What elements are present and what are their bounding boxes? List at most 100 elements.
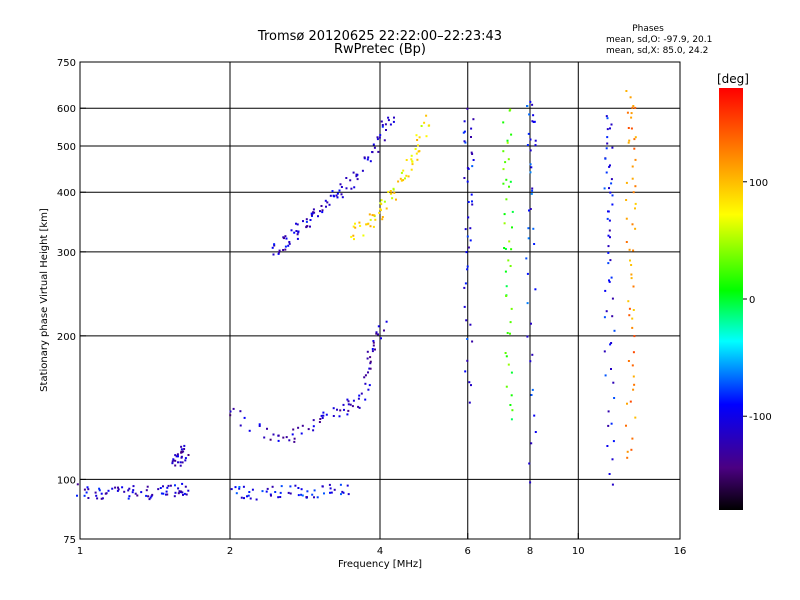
data-point bbox=[319, 210, 321, 213]
axis-ticks bbox=[79, 61, 681, 540]
data-point bbox=[603, 350, 606, 353]
data-point bbox=[418, 150, 421, 153]
data-point bbox=[278, 251, 281, 254]
data-point bbox=[505, 295, 508, 297]
data-point bbox=[366, 350, 369, 353]
data-point bbox=[240, 496, 243, 499]
data-point bbox=[629, 400, 632, 403]
data-point bbox=[180, 490, 183, 493]
data-point bbox=[504, 248, 507, 250]
data-point bbox=[178, 490, 181, 493]
data-point bbox=[136, 494, 139, 497]
data-point bbox=[100, 492, 103, 495]
data-point bbox=[529, 100, 532, 103]
data-point bbox=[607, 234, 610, 237]
data-point bbox=[258, 423, 261, 426]
data-point bbox=[350, 187, 353, 190]
data-point bbox=[630, 273, 633, 276]
data-point bbox=[277, 434, 280, 437]
data-point bbox=[529, 138, 532, 141]
data-point bbox=[606, 445, 609, 447]
data-point bbox=[364, 398, 367, 401]
data-point bbox=[271, 485, 274, 488]
data-point bbox=[285, 436, 288, 439]
data-point bbox=[371, 348, 374, 350]
data-point bbox=[606, 142, 609, 145]
x-tick-label: 6 bbox=[465, 546, 471, 557]
data-point bbox=[414, 148, 417, 150]
data-point bbox=[606, 217, 609, 220]
data-point bbox=[466, 359, 469, 362]
data-point bbox=[162, 492, 165, 495]
data-point bbox=[238, 487, 241, 490]
data-point bbox=[395, 198, 397, 201]
data-point bbox=[389, 190, 392, 192]
data-point bbox=[610, 422, 613, 425]
data-point bbox=[369, 160, 372, 163]
data-point bbox=[165, 493, 167, 496]
data-point bbox=[147, 495, 150, 498]
data-point bbox=[387, 119, 390, 122]
data-point bbox=[527, 227, 530, 230]
data-point bbox=[357, 405, 360, 408]
data-point bbox=[626, 456, 629, 459]
data-point bbox=[345, 187, 348, 190]
data-point bbox=[180, 445, 183, 448]
data-point bbox=[309, 219, 312, 221]
data-point bbox=[511, 210, 514, 213]
data-point bbox=[358, 406, 361, 409]
data-point bbox=[353, 186, 356, 189]
data-point bbox=[631, 177, 634, 180]
data-point bbox=[530, 442, 533, 445]
data-point bbox=[329, 194, 332, 197]
data-point bbox=[415, 134, 418, 137]
data-point bbox=[470, 193, 473, 196]
data-point bbox=[364, 374, 367, 377]
data-point bbox=[83, 488, 86, 491]
data-point bbox=[353, 238, 355, 241]
data-point bbox=[608, 187, 610, 190]
data-point bbox=[609, 164, 611, 167]
data-point bbox=[239, 410, 242, 413]
data-point bbox=[325, 413, 328, 416]
data-point bbox=[180, 451, 183, 454]
data-point bbox=[266, 487, 269, 490]
data-point bbox=[611, 483, 614, 486]
data-point bbox=[293, 437, 296, 440]
data-point bbox=[610, 342, 613, 344]
data-point bbox=[269, 438, 272, 441]
data-point bbox=[380, 120, 383, 123]
data-point bbox=[346, 398, 349, 401]
data-point bbox=[612, 440, 615, 443]
data-point bbox=[428, 124, 431, 127]
y-tick-label: 400 bbox=[57, 188, 76, 199]
data-point bbox=[634, 158, 637, 161]
data-point bbox=[372, 143, 375, 146]
y-tick-label: 750 bbox=[57, 58, 76, 69]
data-point bbox=[306, 225, 309, 228]
data-point bbox=[328, 203, 331, 206]
data-point bbox=[369, 360, 372, 363]
data-point bbox=[625, 181, 628, 184]
data-point bbox=[531, 187, 534, 190]
data-point bbox=[525, 257, 528, 260]
data-point bbox=[328, 483, 331, 486]
data-point bbox=[339, 183, 342, 186]
data-point bbox=[306, 490, 309, 493]
data-point bbox=[510, 133, 513, 136]
data-point bbox=[511, 409, 514, 412]
data-point bbox=[506, 332, 509, 334]
data-point bbox=[242, 485, 245, 488]
phase-stats-heading: Phases bbox=[632, 24, 664, 34]
data-point bbox=[405, 174, 408, 177]
data-point bbox=[312, 211, 315, 214]
data-point bbox=[293, 440, 296, 443]
data-point bbox=[610, 123, 613, 126]
data-point bbox=[471, 200, 473, 203]
data-point bbox=[508, 185, 510, 188]
data-point bbox=[279, 491, 282, 494]
data-point bbox=[611, 203, 614, 206]
data-point bbox=[172, 458, 175, 461]
data-point bbox=[503, 213, 506, 216]
data-point bbox=[627, 141, 630, 144]
